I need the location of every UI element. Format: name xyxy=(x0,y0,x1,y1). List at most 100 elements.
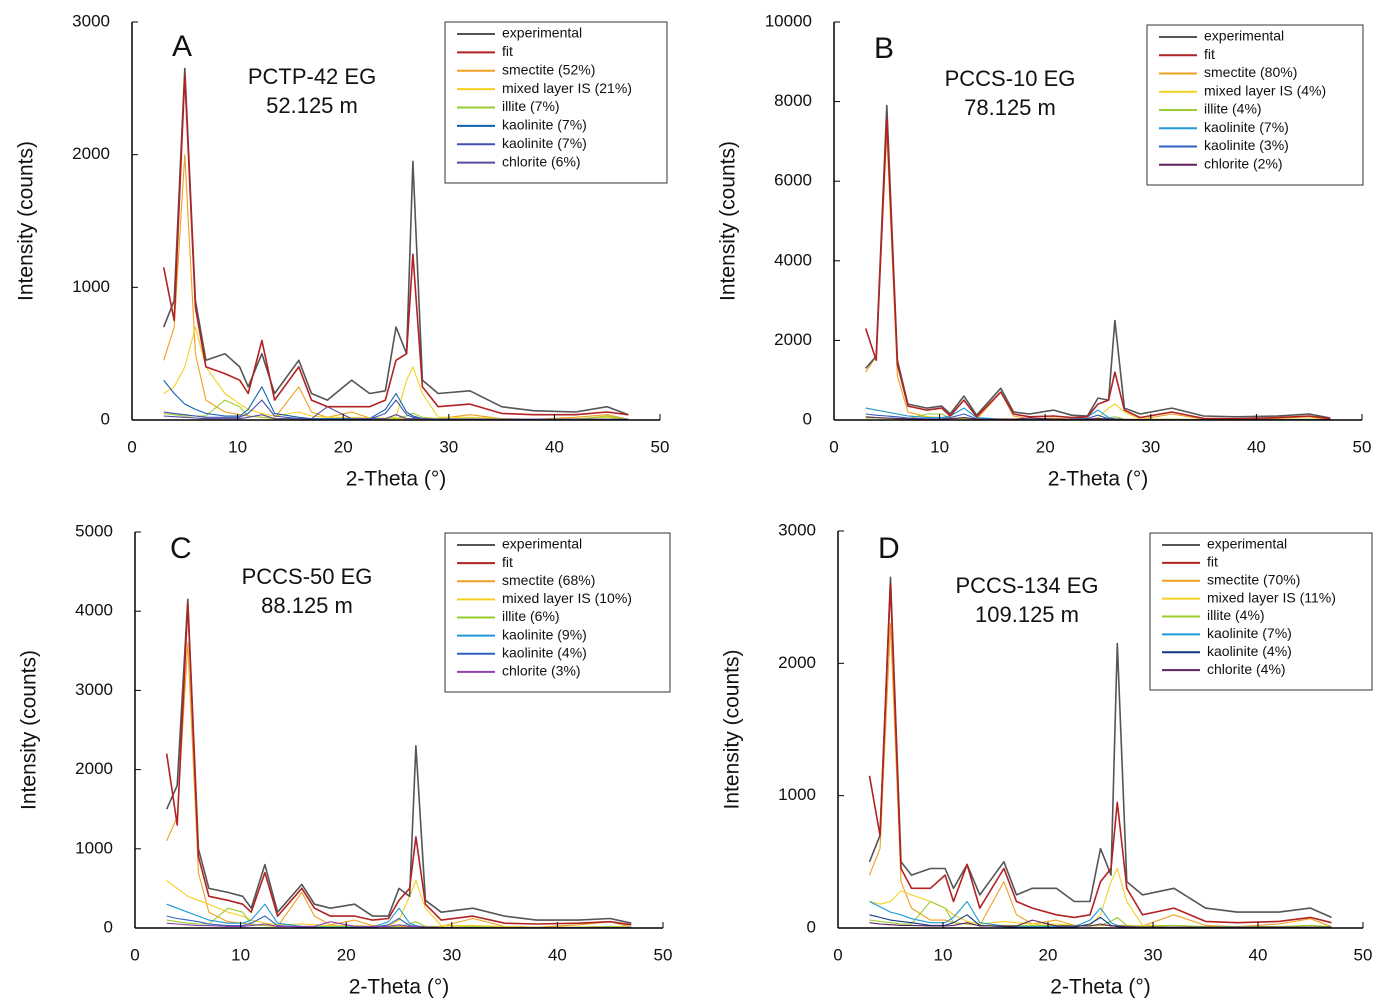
series-line xyxy=(865,132,1331,421)
legend-label: illite (7%) xyxy=(502,98,560,114)
legend-label: kaolinite (7%) xyxy=(1207,625,1292,641)
panel-subtitle: 78.125 m xyxy=(964,95,1056,120)
panel-label: C xyxy=(170,532,192,565)
x-tick-label: 50 xyxy=(654,945,673,964)
series-line xyxy=(165,602,632,926)
x-axis-label: 2-Theta (°) xyxy=(349,976,450,999)
legend-label: fit xyxy=(502,43,513,59)
legend-label: smectite (70%) xyxy=(1207,571,1300,587)
series-line xyxy=(166,879,632,928)
series-line xyxy=(865,104,1331,419)
y-tick-label: 0 xyxy=(104,917,113,936)
series-line xyxy=(166,642,632,928)
legend-label: illite (4%) xyxy=(1207,607,1265,623)
legend-label: fit xyxy=(1204,46,1215,62)
legend-label: mixed layer IS (11%) xyxy=(1207,589,1336,605)
x-tick-label: 40 xyxy=(548,945,567,964)
panel-label: D xyxy=(878,532,900,565)
y-tick-label: 4000 xyxy=(75,601,113,620)
series-line xyxy=(868,583,1332,924)
x-tick-label: 10 xyxy=(228,437,247,456)
panel-subtitle: 88.125 m xyxy=(261,593,353,618)
y-axis-label: Intensity (counts) xyxy=(18,650,41,810)
y-tick-label: 2000 xyxy=(72,144,110,163)
y-tick-label: 0 xyxy=(807,917,816,936)
x-tick-label: 30 xyxy=(439,437,458,456)
legend-label: kaolinite (3%) xyxy=(1204,137,1289,153)
x-tick-label: 0 xyxy=(829,437,838,456)
legend-label: illite (4%) xyxy=(1204,101,1262,117)
x-tick-label: 30 xyxy=(1141,437,1160,456)
y-axis-label: Intensity (counts) xyxy=(717,141,740,301)
x-tick-label: 40 xyxy=(1247,437,1266,456)
series-line xyxy=(868,576,1332,919)
x-tick-label: 20 xyxy=(337,945,356,964)
x-tick-label: 0 xyxy=(127,437,136,456)
series-line xyxy=(163,326,629,420)
y-tick-label: 3000 xyxy=(72,11,110,30)
y-tick-label: 3000 xyxy=(778,520,816,539)
legend-box xyxy=(444,21,668,184)
panel-label: B xyxy=(874,32,894,65)
series-line xyxy=(165,598,632,924)
y-tick-label: 4000 xyxy=(774,250,812,269)
legend-box xyxy=(1146,24,1364,186)
x-tick-label: 0 xyxy=(833,945,842,964)
legend-label: chlorite (3%) xyxy=(502,663,581,679)
x-tick-label: 20 xyxy=(1039,945,1058,964)
panel-title: PCCS-134 EG xyxy=(955,573,1098,598)
x-tick-label: 50 xyxy=(1354,945,1373,964)
y-tick-label: 3000 xyxy=(75,680,113,699)
y-tick-label: 8000 xyxy=(774,91,812,110)
legend-label: fit xyxy=(502,554,513,570)
x-tick-label: 40 xyxy=(1249,945,1268,964)
series-line xyxy=(162,67,629,416)
x-tick-label: 30 xyxy=(442,945,461,964)
x-tick-label: 50 xyxy=(651,437,670,456)
legend-label: kaolinite (7%) xyxy=(502,135,587,151)
y-tick-label: 2000 xyxy=(778,653,816,672)
panel-subtitle: 52.125 m xyxy=(266,93,358,118)
legend-label: smectite (68%) xyxy=(502,572,595,588)
x-axis-label: 2-Theta (°) xyxy=(1050,976,1151,999)
y-tick-label: 2000 xyxy=(75,759,113,778)
legend-label: mixed layer IS (21%) xyxy=(502,80,632,96)
legend-label: kaolinite (7%) xyxy=(1204,119,1289,135)
y-tick-label: 2000 xyxy=(774,330,812,349)
legend-label: kaolinite (7%) xyxy=(502,117,587,133)
x-tick-label: 20 xyxy=(334,437,353,456)
legend-box xyxy=(1149,532,1373,691)
panel-subtitle: 109.125 m xyxy=(975,602,1079,627)
series-line xyxy=(864,116,1331,420)
legend-label: experimental xyxy=(502,25,582,41)
y-tick-label: 0 xyxy=(101,409,110,428)
x-tick-label: 10 xyxy=(231,945,250,964)
y-tick-label: 0 xyxy=(803,409,812,428)
legend-box xyxy=(444,532,671,693)
series-line xyxy=(162,74,629,416)
series-line xyxy=(868,623,1332,928)
legend-label: kaolinite (4%) xyxy=(1207,643,1292,659)
legend-label: chlorite (6%) xyxy=(502,153,581,169)
legend-label: fit xyxy=(1207,554,1218,570)
y-tick-label: 6000 xyxy=(774,171,812,190)
legend-label: smectite (80%) xyxy=(1204,64,1297,80)
series-line xyxy=(869,900,1332,928)
x-axis-label: 2-Theta (°) xyxy=(1048,468,1149,491)
y-tick-label: 10000 xyxy=(765,11,812,30)
y-tick-label: 1000 xyxy=(72,277,110,296)
legend-label: mixed layer IS (10%) xyxy=(502,590,632,606)
legend-label: kaolinite (4%) xyxy=(502,644,587,660)
x-tick-label: 10 xyxy=(930,437,949,456)
y-axis-label: Intensity (counts) xyxy=(721,650,744,810)
legend-label: illite (6%) xyxy=(502,608,560,624)
legend-label: experimental xyxy=(1204,28,1284,44)
legend-label: chlorite (2%) xyxy=(1204,155,1283,171)
series-line xyxy=(163,154,629,420)
legend-label: experimental xyxy=(502,536,582,552)
panel-label: A xyxy=(172,30,192,63)
x-tick-label: 10 xyxy=(934,945,953,964)
y-tick-label: 5000 xyxy=(75,521,113,540)
legend-label: smectite (52%) xyxy=(502,61,595,77)
